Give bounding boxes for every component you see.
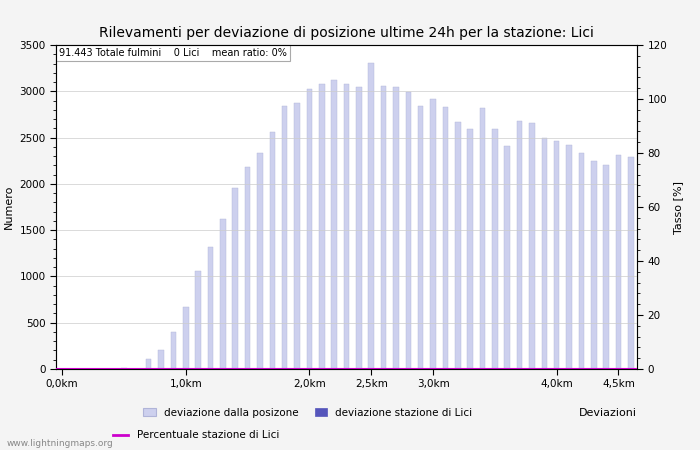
Bar bbox=[517, 121, 522, 369]
Bar bbox=[307, 89, 312, 369]
Bar bbox=[270, 132, 275, 369]
Bar bbox=[158, 351, 164, 369]
Bar bbox=[331, 80, 337, 369]
Bar bbox=[393, 87, 399, 369]
Bar bbox=[344, 84, 349, 369]
Bar bbox=[257, 153, 262, 369]
Bar bbox=[418, 106, 424, 369]
Bar bbox=[505, 146, 510, 369]
Bar bbox=[356, 87, 362, 369]
Bar bbox=[294, 104, 300, 369]
Bar bbox=[603, 165, 609, 369]
Bar bbox=[282, 106, 288, 369]
Bar bbox=[455, 122, 461, 369]
Bar bbox=[171, 332, 176, 369]
Bar bbox=[468, 129, 473, 369]
Text: Deviazioni: Deviazioni bbox=[579, 408, 637, 418]
Bar bbox=[368, 63, 374, 369]
Bar bbox=[121, 368, 127, 369]
Bar bbox=[208, 247, 213, 369]
Legend: Percentuale stazione di Lici: Percentuale stazione di Lici bbox=[113, 430, 279, 440]
Bar bbox=[220, 219, 225, 369]
Legend: deviazione dalla posizone, deviazione stazione di Lici: deviazione dalla posizone, deviazione st… bbox=[144, 408, 473, 418]
Text: 91.443 Totale fulmini    0 Lici    mean ratio: 0%: 91.443 Totale fulmini 0 Lici mean ratio:… bbox=[59, 48, 287, 58]
Bar bbox=[579, 153, 584, 369]
Bar bbox=[195, 271, 201, 369]
Bar bbox=[183, 307, 188, 369]
Bar bbox=[591, 161, 596, 369]
Title: Rilevamenti per deviazione di posizione ultime 24h per la stazione: Lici: Rilevamenti per deviazione di posizione … bbox=[99, 26, 594, 40]
Bar bbox=[405, 92, 411, 369]
Bar bbox=[480, 108, 485, 369]
Bar bbox=[529, 123, 535, 369]
Text: www.lightningmaps.org: www.lightningmaps.org bbox=[7, 439, 113, 448]
Bar bbox=[319, 84, 325, 369]
Y-axis label: Numero: Numero bbox=[4, 185, 14, 229]
Bar bbox=[232, 189, 238, 369]
Y-axis label: Tasso [%]: Tasso [%] bbox=[673, 180, 682, 234]
Bar bbox=[245, 167, 251, 369]
Bar bbox=[381, 86, 386, 369]
Bar bbox=[146, 359, 151, 369]
Bar bbox=[492, 129, 498, 369]
Bar bbox=[542, 138, 547, 369]
Bar bbox=[442, 107, 448, 369]
Bar bbox=[430, 99, 436, 369]
Bar bbox=[616, 155, 621, 369]
Bar bbox=[566, 145, 572, 369]
Bar bbox=[628, 157, 634, 369]
Bar bbox=[554, 141, 559, 369]
